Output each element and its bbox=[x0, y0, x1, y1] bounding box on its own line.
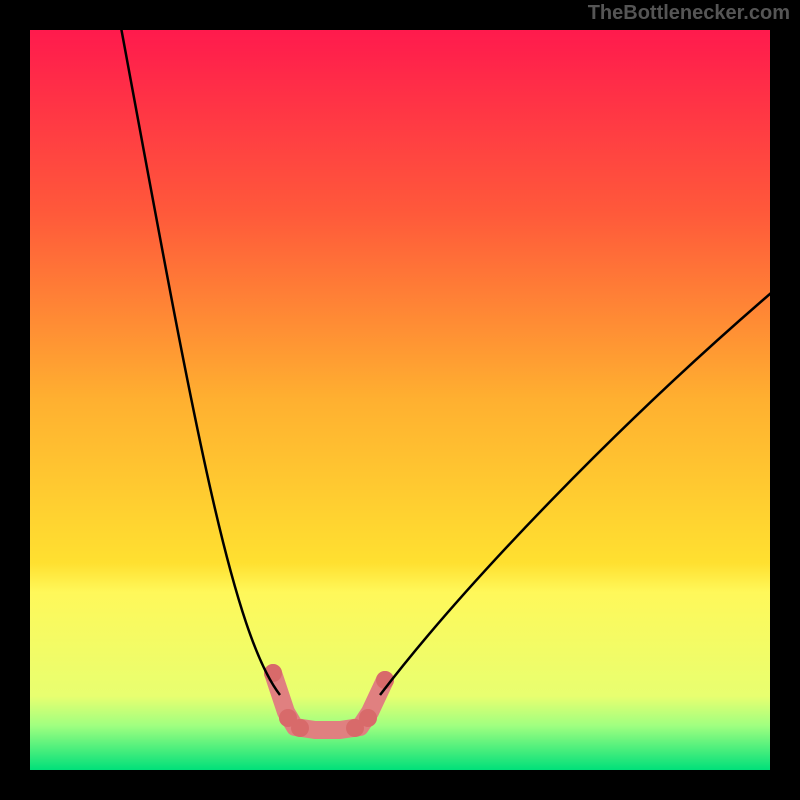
curve-left-branch bbox=[120, 22, 280, 695]
chart-svg bbox=[0, 0, 800, 800]
valley-dot bbox=[359, 709, 377, 727]
valley-dot bbox=[291, 719, 309, 737]
curve-right-branch bbox=[380, 270, 798, 695]
